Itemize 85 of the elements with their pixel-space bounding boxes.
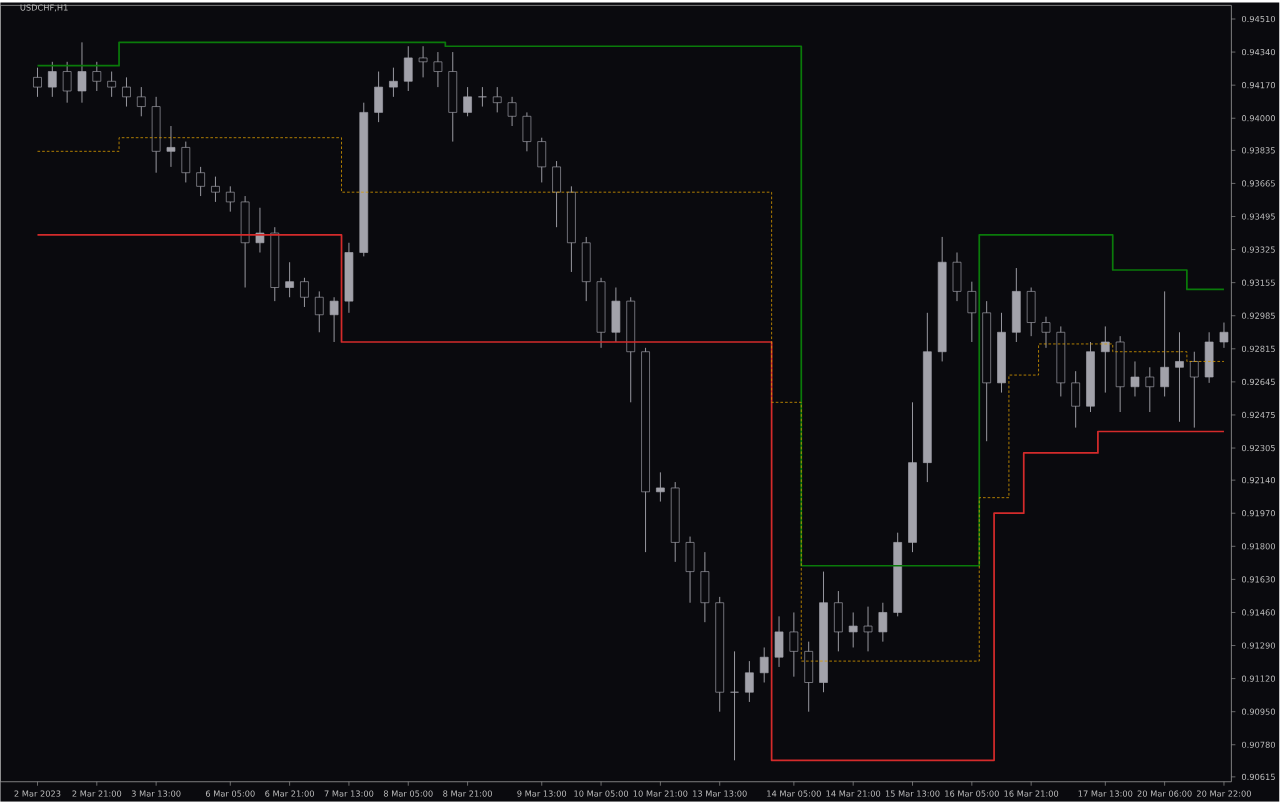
y-tick-label: 0.92305 [1241, 445, 1275, 452]
x-tick-label: 6 Mar 05:00 [205, 790, 255, 797]
chart-title: USDCHF,H1 [20, 4, 68, 12]
candlestick [122, 77, 131, 108]
x-tick-label: 14 Mar 21:00 [826, 790, 881, 797]
x-tick-label: 13 Mar 13:00 [693, 790, 747, 797]
y-tick-label: 0.93665 [1241, 180, 1275, 187]
y-tick-label: 0.90615 [1241, 773, 1275, 781]
x-tick-label: 16 Mar 05:00 [945, 790, 999, 797]
y-tick-label: 0.92140 [1241, 477, 1276, 484]
x-tick-label: 8 Mar 21:00 [443, 790, 492, 797]
x-tick-label: 2 Mar 21:00 [72, 790, 122, 797]
candlestick [225, 186, 235, 213]
x-tick-label: 10 Mar 05:00 [574, 790, 629, 797]
y-tick-label: 0.94340 [1241, 49, 1276, 56]
candlestick [848, 612, 858, 649]
candlestick [285, 261, 294, 298]
x-tick-label: 6 Mar 21:00 [265, 790, 314, 797]
candlestick [967, 281, 977, 343]
candlestick [1130, 361, 1140, 398]
y-tick-label: 0.93495 [1241, 213, 1275, 220]
candlestick [1219, 322, 1229, 349]
y-tick-label: 0.90950 [1241, 708, 1276, 715]
x-tick-label: 8 Mar 05:00 [383, 790, 433, 797]
candlestick [166, 125, 176, 168]
candlestick [789, 612, 799, 678]
candlestick [329, 296, 339, 343]
x-tick-label: 16 Mar 21:00 [1004, 790, 1059, 797]
candlestick [211, 176, 220, 203]
y-tick-label: 0.92645 [1241, 378, 1275, 386]
x-tick-label: 20 Mar 06:00 [1137, 790, 1192, 797]
y-tick-label: 0.94170 [1241, 82, 1276, 89]
candlestick [403, 45, 413, 92]
x-tick-label: 9 Mar 13:00 [517, 790, 567, 797]
candlestick [433, 51, 443, 88]
candlestick [759, 647, 769, 684]
candlestick [107, 71, 116, 98]
y-tick-label: 0.90780 [1241, 741, 1276, 749]
y-tick-label: 0.94510 [1241, 16, 1276, 23]
y-tick-label: 0.93835 [1241, 147, 1275, 154]
y-tick-label: 0.92475 [1241, 411, 1275, 419]
x-tick-label: 3 Mar 13:00 [131, 790, 181, 797]
y-tick-label: 0.91970 [1241, 510, 1276, 517]
candlestick [1071, 370, 1080, 429]
candlestick [92, 61, 102, 92]
candlestick [656, 472, 665, 503]
x-tick-label: 10 Mar 21:00 [633, 790, 688, 797]
candlestick [1100, 326, 1110, 394]
y-tick-label: 0.91460 [1241, 609, 1276, 616]
y-tick-label: 0.93325 [1241, 246, 1275, 253]
candlestick [745, 660, 754, 703]
y-tick-label: 0.91290 [1241, 642, 1276, 649]
candlestick [1175, 331, 1184, 423]
candlestick [389, 67, 398, 98]
candlestick [1160, 291, 1169, 398]
candlestick [314, 291, 324, 333]
candlestick [300, 277, 309, 308]
x-tick-label: 17 Mar 13:00 [1078, 790, 1133, 797]
x-tick-label: 15 Mar 13:00 [885, 790, 940, 797]
x-tick-label: 7 Mar 13:00 [324, 790, 374, 797]
candlestick [136, 86, 146, 117]
y-tick-label: 0.91120 [1241, 675, 1276, 682]
candlestick [77, 42, 87, 104]
x-tick-label: 20 Mar 22:00 [1197, 790, 1251, 797]
candlestick [507, 96, 517, 127]
candlestick [1041, 316, 1051, 349]
y-tick-label: 0.91800 [1241, 543, 1276, 550]
candlestick [47, 61, 57, 98]
candlestick [492, 86, 502, 114]
candlestick [1145, 366, 1155, 413]
y-tick-label: 0.92815 [1241, 345, 1275, 353]
x-tick-label: 2 Mar 2023 [14, 790, 61, 797]
candlestick [418, 45, 428, 78]
candlestick [463, 86, 472, 117]
candlestick [33, 67, 42, 98]
candlestick [62, 61, 72, 104]
candlestick [1189, 351, 1199, 429]
y-tick-label: 0.91630 [1241, 576, 1276, 583]
y-tick-label: 0.94000 [1241, 115, 1276, 122]
y-tick-label: 0.92985 [1241, 312, 1275, 319]
candlestick [196, 166, 205, 197]
candlestick [863, 606, 873, 652]
candlestick [878, 602, 888, 643]
x-tick-label: 14 Mar 05:00 [767, 790, 821, 797]
y-tick-label: 0.93155 [1241, 279, 1275, 286]
